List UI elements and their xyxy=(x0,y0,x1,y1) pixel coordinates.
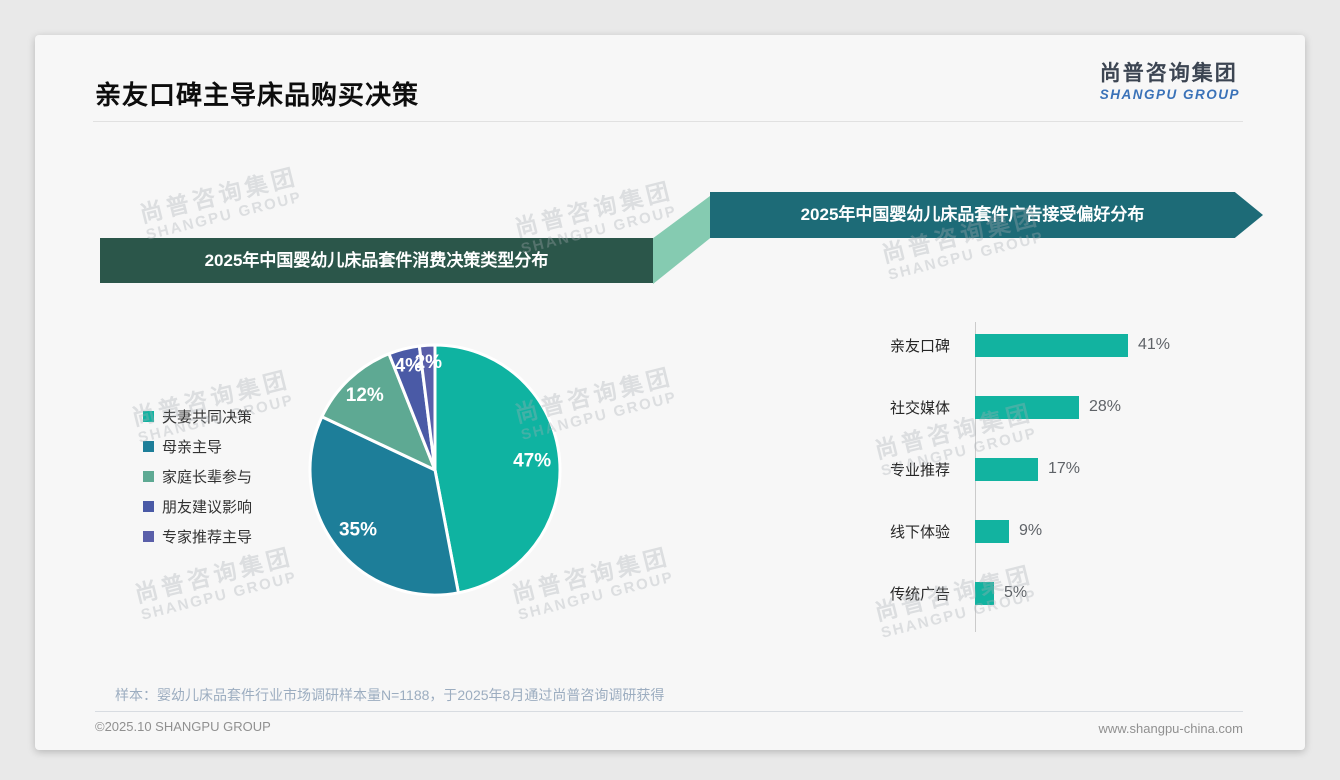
legend-item: 夫妻共同决策 xyxy=(143,401,252,431)
bar-value-label: 17% xyxy=(1048,460,1081,477)
pie-data-label: 2% xyxy=(415,352,443,373)
legend-item: 母亲主导 xyxy=(143,431,252,461)
bar-chart-title: 2025年中国婴幼儿床品套件广告接受偏好分布 xyxy=(800,205,1145,224)
bar-category-label: 线下体验 xyxy=(890,523,951,541)
bar-value-label: 41% xyxy=(1138,336,1171,353)
logo-chinese-name: 尚普咨询集团 xyxy=(1099,62,1238,85)
pie-chart-svg: 47% 35% 12% 4%2% xyxy=(308,343,562,597)
pie-data-label: 47% xyxy=(513,450,551,471)
bar-row: 线下体验 9% xyxy=(890,519,1290,543)
legend-color-chip xyxy=(143,440,154,452)
banner-connector-shape xyxy=(653,196,710,284)
pie-slice xyxy=(417,343,437,472)
watermark: 尚普咨询集团 SHANGPU GROUP xyxy=(137,163,304,245)
bar-value-label: 5% xyxy=(1004,584,1028,601)
legend-color-chip xyxy=(143,500,154,512)
bar-row: 传统广告 5% xyxy=(890,581,1290,605)
bar-category-label: 专业推荐 xyxy=(890,461,951,479)
footer-website: www.shangpu-china.com xyxy=(1098,721,1243,736)
bar-value-label: 9% xyxy=(1019,522,1043,539)
pie-slice xyxy=(308,415,460,597)
bar-category-label: 社交媒体 xyxy=(890,399,951,417)
legend-color-chip xyxy=(143,410,154,422)
legend-item: 朋友建议影响 xyxy=(143,491,252,521)
legend-label: 朋友建议影响 xyxy=(162,498,253,516)
legend-label: 专家推荐主导 xyxy=(162,528,253,546)
pie-data-label: 4% xyxy=(395,355,423,376)
pie-chart-title: 2025年中国婴幼儿床品套件消费决策类型分布 xyxy=(204,251,549,270)
legend-label: 家庭长辈参与 xyxy=(162,468,253,486)
bar-row: 亲友口碑 41% xyxy=(890,333,1290,357)
bar-category-label: 亲友口碑 xyxy=(890,337,951,355)
sample-note: 样本：婴幼儿床品套件行业市场调研样本量N=1188，于2025年8月通过尚普咨询… xyxy=(115,687,665,703)
slide: 亲友口碑主导床品购买决策 尚普咨询集团 SHANGPU GROUP 2025年中… xyxy=(35,35,1305,750)
title-divider xyxy=(93,121,1243,122)
bar-category-label: 传统广告 xyxy=(890,585,951,603)
bar-chart-title-banner: 2025年中国婴幼儿床品套件广告接受偏好分布 xyxy=(710,192,1263,238)
pie-chart-title-banner: 2025年中国婴幼儿床品套件消费决策类型分布 xyxy=(100,238,653,283)
legend-item: 专家推荐主导 xyxy=(143,521,252,551)
legend-label: 夫妻共同决策 xyxy=(162,408,253,426)
logo-english-name: SHANGPU GROUP xyxy=(1099,87,1240,103)
bar xyxy=(975,395,1079,419)
bar-chart: 亲友口碑 41% 社交媒体 28% 专业推荐 17% 线下体验 9% 传统广告 5% xyxy=(890,322,1290,637)
legend-color-chip xyxy=(143,530,154,542)
bar xyxy=(975,519,1009,543)
footer-divider xyxy=(95,711,1243,712)
bar-row: 专业推荐 17% xyxy=(890,457,1290,481)
pie-slice xyxy=(320,352,437,472)
company-logo: 尚普咨询集团 SHANGPU GROUP xyxy=(1100,61,1240,102)
bar xyxy=(975,333,1128,357)
pie-slice xyxy=(433,343,562,595)
bar xyxy=(975,457,1038,481)
bar-row: 社交媒体 28% xyxy=(890,395,1290,419)
pie-data-label: 12% xyxy=(346,385,384,406)
pie-data-label: 35% xyxy=(339,519,377,540)
legend-label: 母亲主导 xyxy=(162,438,223,456)
legend-item: 家庭长辈参与 xyxy=(143,461,252,491)
pie-legend: 夫妻共同决策 母亲主导家庭长辈参与 朋友建议影响 专家推荐主导 xyxy=(143,401,252,551)
footer-copyright: ©2025.10 SHANGPU GROUP xyxy=(95,719,271,734)
bar xyxy=(975,581,994,605)
bar-value-label: 28% xyxy=(1089,398,1122,415)
watermark: 尚普咨询集团 SHANGPU GROUP xyxy=(132,543,299,625)
legend-color-chip xyxy=(143,470,154,482)
page-title: 亲友口碑主导床品购买决策 xyxy=(95,80,420,110)
